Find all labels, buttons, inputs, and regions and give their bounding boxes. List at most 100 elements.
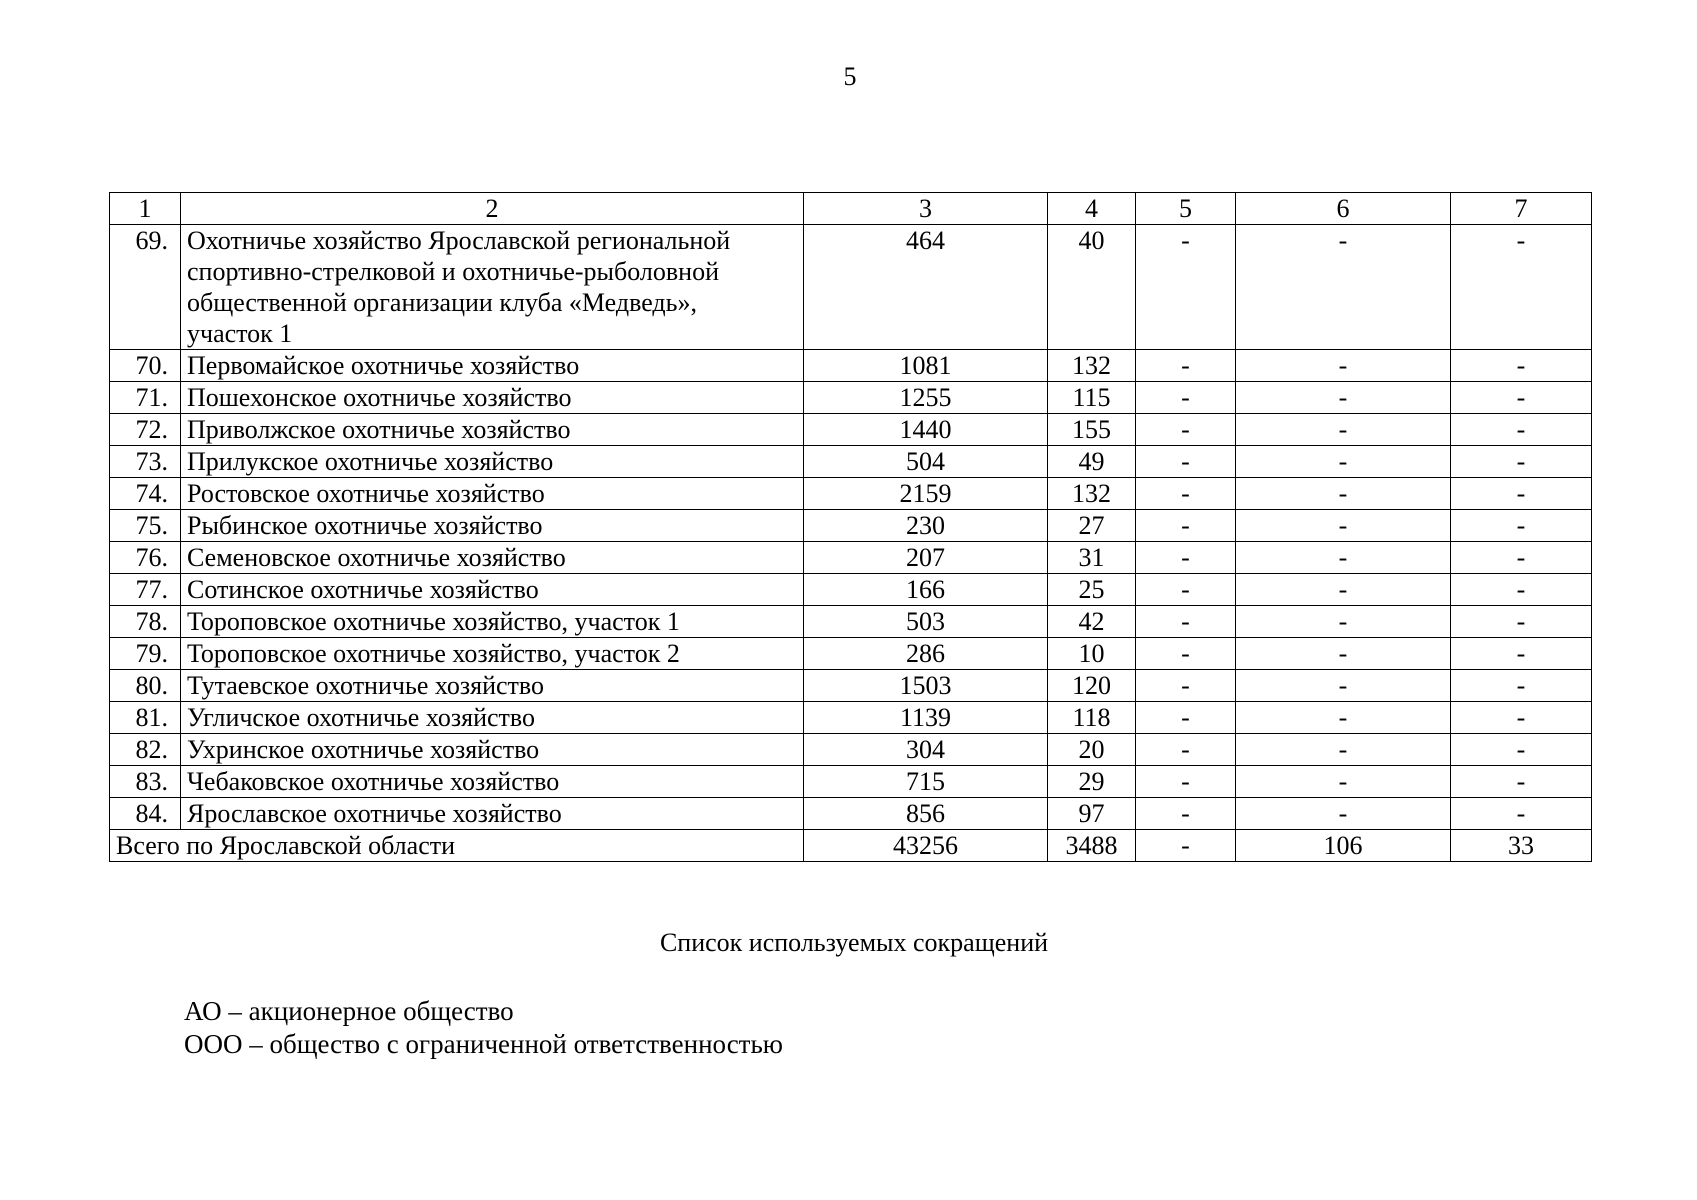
col5-cell: - <box>1135 637 1236 670</box>
col7-cell: - <box>1450 797 1592 830</box>
table-row: 79. Тороповское охотничье хозяйство, учас… <box>109 637 1592 670</box>
row-number-cell: 82. <box>109 733 181 766</box>
column-header: 1 <box>109 192 181 225</box>
col3-cell: 715 <box>803 765 1048 798</box>
name-line: спортивно-стрелковой и охотничье-рыболов… <box>187 257 719 286</box>
name-cell: Рыбинское охотничье хозяйство <box>180 509 804 542</box>
col4-cell: 115 <box>1047 381 1136 414</box>
col7-cell: - <box>1450 669 1592 702</box>
col7-cell: - <box>1450 445 1592 478</box>
name-cell: Ярославское охотничье хозяйство <box>180 797 804 830</box>
total-row: Всего по Ярославской области 43256 3488-10… <box>109 829 1592 862</box>
col6-cell: - <box>1235 765 1451 798</box>
col3-cell: 207 <box>803 541 1048 574</box>
col7-cell: - <box>1450 509 1592 542</box>
row-number-cell: 80. <box>109 669 181 702</box>
table-row: 69. Охотничье хозяйство Ярославской регио… <box>109 224 1592 350</box>
col3-cell: 503 <box>803 605 1048 638</box>
row-number-cell: 74. <box>109 477 181 510</box>
name-cell: Тороповское охотничье хозяйство, участок… <box>180 637 804 670</box>
col5-cell: - <box>1135 701 1236 734</box>
page-number: 5 <box>843 62 857 91</box>
col4-cell: 10 <box>1047 637 1136 670</box>
col5-cell: - <box>1135 733 1236 766</box>
name-cell: Пошехонское охотничье хозяйство <box>180 381 804 414</box>
name-cell: Чебаковское охотничье хозяйство <box>180 765 804 798</box>
col7-cell: - <box>1450 701 1592 734</box>
col3-cell: 1440 <box>803 413 1048 446</box>
col6-cell: - <box>1235 224 1451 350</box>
name-line: Охотничье хозяйство Ярославской регионал… <box>187 226 731 255</box>
col3-cell: 504 <box>803 445 1048 478</box>
column-header: 5 <box>1135 192 1236 225</box>
col3-cell: 166 <box>803 573 1048 606</box>
row-number-cell: 79. <box>109 637 181 670</box>
col6-cell: 106 <box>1235 829 1451 862</box>
col6-cell: - <box>1235 797 1451 830</box>
table-row: 84. Ярославское охотничье хозяйство 856 97-… <box>109 797 1592 830</box>
name-cell: Сотинское охотничье хозяйство <box>180 573 804 606</box>
col5-cell: - <box>1135 669 1236 702</box>
col3-cell: 1503 <box>803 669 1048 702</box>
col3-cell: 464 <box>803 224 1048 350</box>
name-cell: Ухринское охотничье хозяйство <box>180 733 804 766</box>
column-header: 2 <box>180 192 804 225</box>
col7-cell: - <box>1450 637 1592 670</box>
table-row: 74. Ростовское охотничье хозяйство 2159 132… <box>109 477 1592 510</box>
name-cell: Угличское охотничье хозяйство <box>180 701 804 734</box>
col5-cell: - <box>1135 224 1236 350</box>
row-number-cell: 77. <box>109 573 181 606</box>
col5-cell: - <box>1135 573 1236 606</box>
col6-cell: - <box>1235 477 1451 510</box>
col4-cell: 118 <box>1047 701 1136 734</box>
col4-cell: 49 <box>1047 445 1136 478</box>
col4-cell: 132 <box>1047 349 1136 382</box>
row-number-cell: 76. <box>109 541 181 574</box>
col6-cell: - <box>1235 445 1451 478</box>
row-number-cell: 70. <box>109 349 181 382</box>
table-row: 75. Рыбинское охотничье хозяйство 230 27- - - <box>109 509 1592 542</box>
col3-cell: 1081 <box>803 349 1048 382</box>
col6-cell: - <box>1235 669 1451 702</box>
col5-cell: - <box>1135 797 1236 830</box>
name-cell: Тутаевское охотничье хозяйство <box>180 669 804 702</box>
col7-cell: - <box>1450 477 1592 510</box>
col3-cell: 2159 <box>803 477 1048 510</box>
row-number-cell: 71. <box>109 381 181 414</box>
col3-cell: 304 <box>803 733 1048 766</box>
col7-cell: - <box>1450 349 1592 382</box>
col7-cell: - <box>1450 224 1592 350</box>
col4-cell: 29 <box>1047 765 1136 798</box>
abbreviation-item: ООО – общество с ограниченной ответствен… <box>184 1029 783 1059</box>
col7-cell: 33 <box>1450 829 1592 862</box>
table-row: 76. Семеновское охотничье хозяйство 207 31-… <box>109 541 1592 574</box>
col6-cell: - <box>1235 573 1451 606</box>
table-row: 73. Прилукское охотничье хозяйство 504 49- -… <box>109 445 1592 478</box>
row-number-cell: 75. <box>109 509 181 542</box>
column-header: 4 <box>1047 192 1136 225</box>
col4-cell: 20 <box>1047 733 1136 766</box>
name-cell: Приволжское охотничье хозяйство <box>180 413 804 446</box>
col3-cell: 43256 <box>803 829 1048 862</box>
row-number-cell: 78. <box>109 605 181 638</box>
col4-cell: 120 <box>1047 669 1136 702</box>
col7-cell: - <box>1450 733 1592 766</box>
col6-cell: - <box>1235 509 1451 542</box>
table-row: 72. Приволжское охотничье хозяйство 1440 15… <box>109 413 1592 446</box>
name-cell: Охотничье хозяйство Ярославской регионал… <box>180 224 804 350</box>
col7-cell: - <box>1450 605 1592 638</box>
col3-cell: 1139 <box>803 701 1048 734</box>
col6-cell: - <box>1235 381 1451 414</box>
col5-cell: - <box>1135 381 1236 414</box>
col3-cell: 286 <box>803 637 1048 670</box>
row-number-cell: 81. <box>109 701 181 734</box>
column-header: 3 <box>803 192 1048 225</box>
col7-cell: - <box>1450 765 1592 798</box>
col5-cell: - <box>1135 509 1236 542</box>
col3-cell: 856 <box>803 797 1048 830</box>
col6-cell: - <box>1235 701 1451 734</box>
table-row: 78. Тороповское охотничье хозяйство, учас… <box>109 605 1592 638</box>
row-number-cell: 72. <box>109 413 181 446</box>
col5-cell: - <box>1135 445 1236 478</box>
row-number-cell: 73. <box>109 445 181 478</box>
